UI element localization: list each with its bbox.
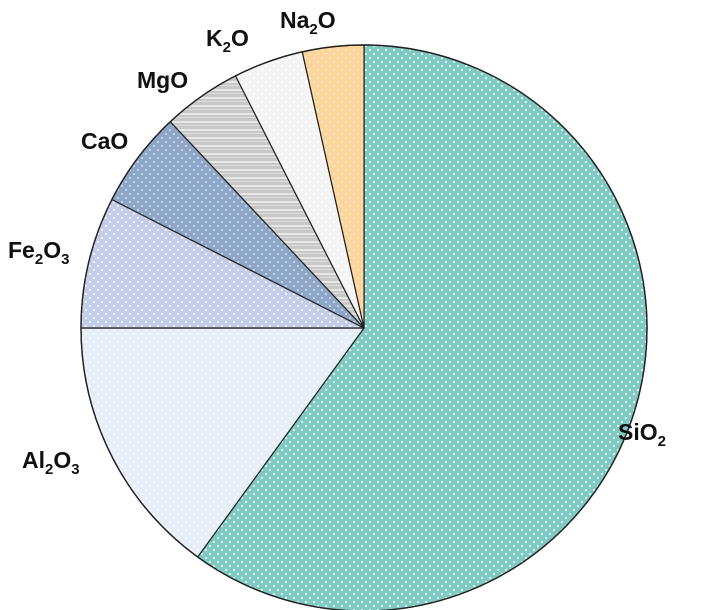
slice-label-fe2o3: Fe2O3 bbox=[8, 237, 69, 268]
pie-outline bbox=[80, 44, 648, 610]
slice-label-al2o3: Al2O3 bbox=[22, 447, 80, 478]
slice-label-sio2: SiO2 bbox=[618, 419, 666, 450]
slices-layer bbox=[80, 44, 648, 610]
slice-label-cao: CaO bbox=[81, 128, 128, 154]
slice-label-na2o: Na2O bbox=[280, 7, 336, 38]
slice-label-k2o: K2O bbox=[206, 25, 249, 56]
slice-label-mgo: MgO bbox=[137, 67, 188, 93]
labels-layer: SiO2 Al2O3 Fe2O3 CaO MgO K2O Na2O bbox=[8, 7, 666, 478]
